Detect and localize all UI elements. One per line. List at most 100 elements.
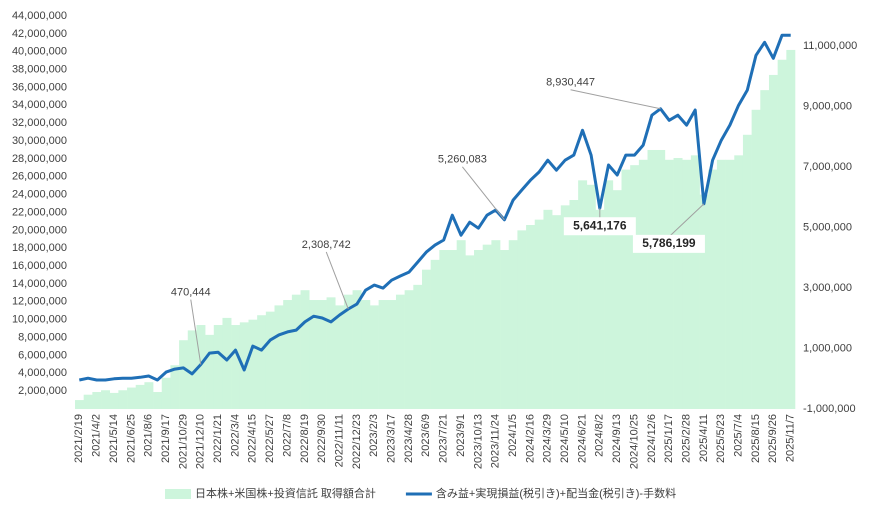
y-tick-label: 8,000,000 — [18, 331, 67, 343]
bar — [144, 382, 154, 409]
y-tick-label: 18,000,000 — [12, 242, 67, 254]
y2-tick-label: 3,000,000 — [803, 282, 852, 294]
bar — [439, 250, 449, 409]
bar — [274, 305, 284, 409]
bar — [92, 392, 102, 409]
x-tick-label: 2023/10/13 — [472, 414, 484, 469]
bar — [352, 290, 362, 409]
bar — [612, 190, 622, 409]
y-tick-label: 26,000,000 — [12, 171, 67, 183]
x-tick-label: 2021/2/19 — [73, 414, 85, 463]
y-tick-label: 14,000,000 — [12, 278, 67, 290]
y-tick-label: 12,000,000 — [12, 296, 67, 308]
bar — [222, 317, 232, 409]
bar — [430, 259, 440, 409]
annotation-label: 5,260,083 — [438, 154, 487, 166]
x-tick-label: 2024/12/6 — [646, 414, 658, 463]
bar — [448, 250, 457, 409]
bar — [465, 255, 475, 409]
bar — [604, 180, 614, 409]
bar — [560, 205, 570, 409]
bar — [734, 155, 744, 409]
annotation-bg — [563, 217, 636, 236]
x-tick-label: 2024/1/5 — [507, 414, 519, 457]
x-tick-label: 2025/2/28 — [680, 414, 692, 463]
line — [78, 33, 791, 382]
bar — [586, 184, 596, 409]
x-tick-label: 2022/5/27 — [264, 414, 276, 463]
bar — [135, 384, 145, 409]
x-tick-label: 2025/9/26 — [767, 414, 779, 463]
bar — [456, 240, 466, 409]
y2-tick-label: 5,000,000 — [803, 222, 852, 234]
y-tick-label: 10,000,000 — [12, 314, 67, 326]
bar — [326, 297, 336, 409]
bar — [343, 294, 353, 409]
y-tick-label: 38,000,000 — [12, 63, 67, 75]
bar — [257, 315, 267, 409]
bar — [699, 194, 709, 409]
bar — [543, 209, 553, 409]
bar — [656, 149, 666, 409]
x-tick-label: 2023/11/24 — [490, 414, 502, 468]
x-tick-label: 2023/7/21 — [438, 414, 450, 463]
bar — [708, 169, 718, 409]
x-tick-label: 2021/10/29 — [177, 414, 189, 469]
x-tick-label: 2024/9/13 — [611, 414, 623, 463]
bar — [205, 334, 215, 409]
x-tick-label: 2024/5/10 — [559, 414, 571, 463]
bar — [378, 300, 388, 409]
bar — [638, 159, 648, 409]
x-tick-label: 2025/4/11 — [698, 414, 710, 462]
bar — [552, 215, 562, 409]
annotation-leader — [462, 166, 505, 221]
bar — [500, 250, 510, 409]
bar — [630, 165, 640, 409]
bar — [526, 225, 536, 409]
y-tick-label: 2,000,000 — [18, 385, 67, 397]
x-tick-label: 2022/9/30 — [316, 414, 328, 463]
y-tick-label: 44,000,000 — [12, 10, 67, 22]
bar — [300, 290, 310, 409]
x-tick-label: 2025/8/15 — [750, 414, 762, 463]
x-tick-label: 2023/2/3 — [368, 414, 380, 457]
x-tick-label: 2021/4/2 — [91, 414, 103, 457]
y-tick-label: 4,000,000 — [18, 367, 67, 379]
legend-label: 含み益+実現損益(税引き)+配当金(税引き)-手数料 — [436, 486, 676, 500]
y-tick-label: 20,000,000 — [12, 224, 67, 236]
bar — [317, 300, 327, 409]
bar — [118, 390, 128, 409]
x-tick-label: 2023/6/9 — [420, 414, 432, 457]
legend-label: 日本株+米国株+投資信託 取得額合計 — [195, 486, 376, 500]
bar — [413, 284, 423, 409]
x-tick-label: 2021/12/10 — [195, 414, 207, 469]
bar — [578, 180, 588, 409]
bar — [569, 199, 579, 409]
y2-tick-label: 7,000,000 — [803, 161, 852, 173]
y-tick-label: 42,000,000 — [12, 28, 67, 40]
x-tick-label: 2025/7/4 — [733, 414, 745, 457]
bar — [647, 149, 657, 409]
bar — [161, 377, 171, 409]
bar — [231, 325, 241, 409]
x-tick-label: 2024/3/29 — [542, 414, 554, 463]
x-tick-label: 2024/10/25 — [628, 414, 640, 469]
bar — [690, 155, 700, 409]
bar — [196, 325, 206, 409]
x-tick-label: 2022/3/4 — [229, 414, 241, 457]
bar — [213, 325, 223, 409]
bar — [517, 230, 527, 409]
bar — [786, 49, 796, 409]
bar — [751, 109, 761, 409]
bar — [621, 169, 631, 409]
bar — [109, 392, 119, 409]
bar — [248, 319, 258, 409]
y-tick-label: 22,000,000 — [12, 206, 67, 218]
bar — [768, 74, 778, 409]
x-tick-label: 2021/5/14 — [108, 414, 120, 463]
x-tick-label: 2022/12/23 — [351, 414, 363, 469]
x-tick-label: 2025/5/23 — [715, 414, 727, 463]
bar — [369, 305, 379, 409]
